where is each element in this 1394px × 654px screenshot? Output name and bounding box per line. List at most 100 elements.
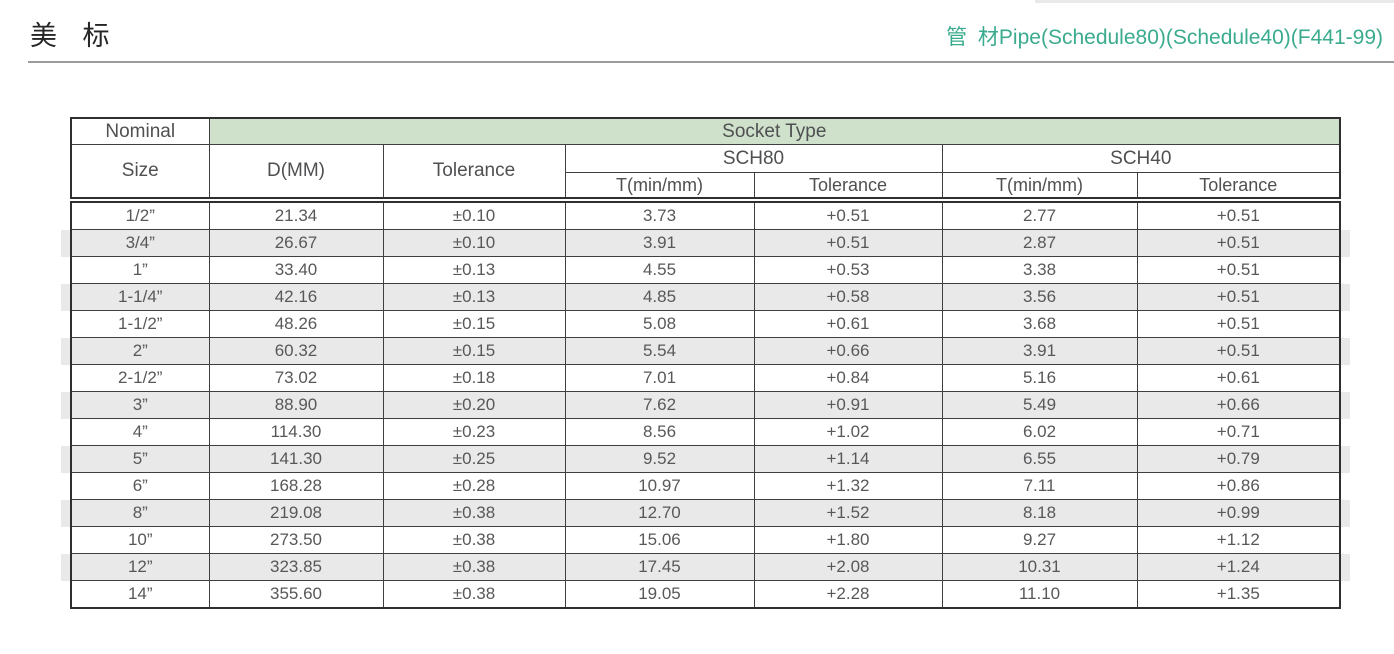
cell-size: 8” xyxy=(70,499,210,527)
table-row: 8” 219.08 ±0.38 12.70 +1.52 8.18 +0.99 xyxy=(70,499,1341,527)
cell-t80: 15.06 xyxy=(564,526,755,554)
cell-d: 114.30 xyxy=(208,418,384,446)
cell-tol40: +0.86 xyxy=(1136,472,1341,500)
cell-tol40: +0.51 xyxy=(1136,337,1341,365)
cell-t40: 9.27 xyxy=(941,526,1138,554)
cell-tol80: +0.91 xyxy=(753,391,943,419)
cell-tol: ±0.20 xyxy=(382,391,566,419)
cell-t80: 8.56 xyxy=(564,418,755,446)
cell-tol80: +0.66 xyxy=(753,337,943,365)
table-row: 2-1/2” 73.02 ±0.18 7.01 +0.84 5.16 +0.61 xyxy=(70,364,1341,392)
cell-t40: 3.68 xyxy=(941,310,1138,338)
cell-tol40: +0.71 xyxy=(1136,418,1341,446)
cell-d: 26.67 xyxy=(208,229,384,257)
cell-t40: 11.10 xyxy=(941,580,1138,609)
table-row: 14” 355.60 ±0.38 19.05 +2.28 11.10 +1.35 xyxy=(70,580,1341,609)
cell-d: 33.40 xyxy=(208,256,384,284)
table-head: Nominal Socket Type Size D(MM) Tolerance… xyxy=(70,117,1341,203)
cell-tol: ±0.38 xyxy=(382,499,566,527)
cell-size: 1-1/4” xyxy=(70,283,210,311)
header-sch80-tolerance: Tolerance xyxy=(753,172,943,203)
cell-t80: 3.73 xyxy=(564,199,755,230)
cell-size: 4” xyxy=(70,418,210,446)
cell-t40: 3.91 xyxy=(941,337,1138,365)
cell-d: 355.60 xyxy=(208,580,384,609)
cell-tol: ±0.15 xyxy=(382,337,566,365)
cell-tol40: +0.51 xyxy=(1136,283,1341,311)
cell-size: 1-1/2” xyxy=(70,310,210,338)
header-sch80: SCH80 xyxy=(564,144,943,173)
cell-tol40: +0.51 xyxy=(1136,199,1341,230)
cell-tol80: +0.51 xyxy=(753,199,943,230)
cell-tol80: +1.32 xyxy=(753,472,943,500)
table-row: 4” 114.30 ±0.23 8.56 +1.02 6.02 +0.71 xyxy=(70,418,1341,446)
cell-t80: 4.85 xyxy=(564,283,755,311)
cell-tol80: +1.14 xyxy=(753,445,943,473)
cell-tol: ±0.13 xyxy=(382,283,566,311)
cell-tol80: +1.52 xyxy=(753,499,943,527)
cell-tol80: +0.53 xyxy=(753,256,943,284)
cell-tol: ±0.10 xyxy=(382,229,566,257)
cell-t80: 3.91 xyxy=(564,229,755,257)
cell-tol40: +0.51 xyxy=(1136,256,1341,284)
cell-tol: ±0.25 xyxy=(382,445,566,473)
cell-d: 73.02 xyxy=(208,364,384,392)
table-row: 10” 273.50 ±0.38 15.06 +1.80 9.27 +1.12 xyxy=(70,526,1341,554)
cell-d: 48.26 xyxy=(208,310,384,338)
cell-size: 3” xyxy=(70,391,210,419)
cell-tol80: +0.84 xyxy=(753,364,943,392)
cell-t80: 9.52 xyxy=(564,445,755,473)
cell-t80: 7.01 xyxy=(564,364,755,392)
cell-tol40: +0.61 xyxy=(1136,364,1341,392)
cell-tol40: +0.51 xyxy=(1136,310,1341,338)
header-row-1: Nominal Socket Type xyxy=(70,117,1341,145)
table-row: 5” 141.30 ±0.25 9.52 +1.14 6.55 +0.79 xyxy=(70,445,1341,473)
cell-tol80: +0.51 xyxy=(753,229,943,257)
cell-t80: 5.54 xyxy=(564,337,755,365)
spec-table: Nominal Socket Type Size D(MM) Tolerance… xyxy=(70,117,1342,609)
cell-t80: 19.05 xyxy=(564,580,755,609)
cell-tol: ±0.18 xyxy=(382,364,566,392)
cell-size: 1/2” xyxy=(70,199,210,230)
cell-t40: 5.49 xyxy=(941,391,1138,419)
table-row: 3/4” 26.67 ±0.10 3.91 +0.51 2.87 +0.51 xyxy=(70,229,1341,257)
header-size: Size xyxy=(70,144,210,203)
table-row: 1-1/4” 42.16 ±0.13 4.85 +0.58 3.56 +0.51 xyxy=(70,283,1341,311)
header-socket-type: Socket Type xyxy=(208,117,1341,145)
header-sch80-tmin: T(min/mm) xyxy=(564,172,755,203)
table-row: 1” 33.40 ±0.13 4.55 +0.53 3.38 +0.51 xyxy=(70,256,1341,284)
cell-t40: 6.55 xyxy=(941,445,1138,473)
cell-tol: ±0.28 xyxy=(382,472,566,500)
cell-d: 88.90 xyxy=(208,391,384,419)
cell-tol80: +0.58 xyxy=(753,283,943,311)
cell-tol40: +1.12 xyxy=(1136,526,1341,554)
page-subtitle: 管 材Pipe(Schedule80)(Schedule40)(F441-99) xyxy=(946,26,1383,49)
table-body: 1/2” 21.34 ±0.10 3.73 +0.51 2.77 +0.51 3/4” 26.6… xyxy=(70,199,1341,609)
cell-tol: ±0.15 xyxy=(382,310,566,338)
cell-size: 3/4” xyxy=(70,229,210,257)
cell-t40: 2.87 xyxy=(941,229,1138,257)
table-row: 3” 88.90 ±0.20 7.62 +0.91 5.49 +0.66 xyxy=(70,391,1341,419)
cell-tol80: +0.61 xyxy=(753,310,943,338)
cell-t80: 17.45 xyxy=(564,553,755,581)
cell-t40: 5.16 xyxy=(941,364,1138,392)
cell-d: 60.32 xyxy=(208,337,384,365)
cell-size: 14” xyxy=(70,580,210,609)
header-tolerance: Tolerance xyxy=(382,144,566,203)
header-sch40: SCH40 xyxy=(941,144,1341,173)
table-row: 12” 323.85 ±0.38 17.45 +2.08 10.31 +1.24 xyxy=(70,553,1341,581)
cell-t40: 6.02 xyxy=(941,418,1138,446)
cell-tol: ±0.13 xyxy=(382,256,566,284)
pipe-spec-table: Nominal Socket Type Size D(MM) Tolerance… xyxy=(70,117,1342,609)
header-d-mm: D(MM) xyxy=(208,144,384,203)
cell-d: 141.30 xyxy=(208,445,384,473)
page-title: 美 标 xyxy=(30,21,111,51)
cell-size: 6” xyxy=(70,472,210,500)
cell-t40: 2.77 xyxy=(941,199,1138,230)
cell-tol40: +0.66 xyxy=(1136,391,1341,419)
cell-t40: 3.38 xyxy=(941,256,1138,284)
header-row-3: T(min/mm) Tolerance T(min/mm) Tolerance xyxy=(71,172,1341,203)
cell-tol: ±0.38 xyxy=(382,553,566,581)
cell-tol40: +1.35 xyxy=(1136,580,1341,609)
cell-t80: 5.08 xyxy=(564,310,755,338)
